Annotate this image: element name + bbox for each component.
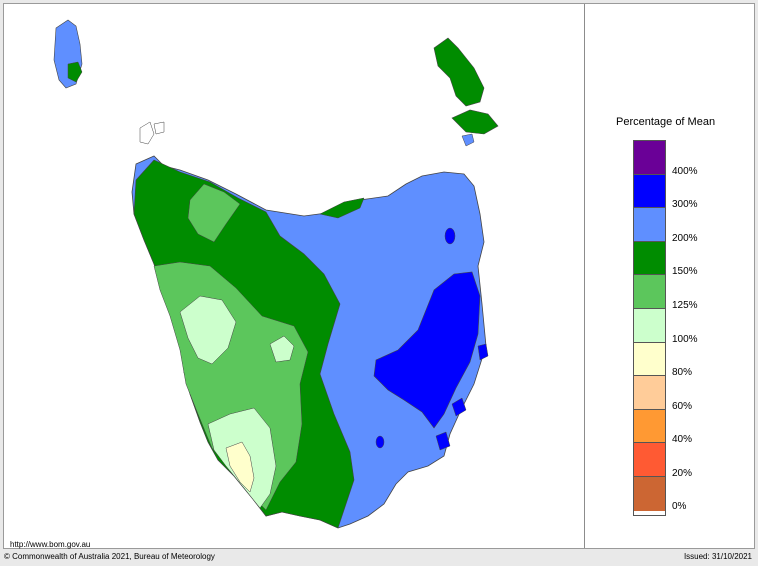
legend-label-300: 300% [672, 199, 698, 210]
legend-label-150: 150% [672, 266, 698, 277]
clarke-island [461, 133, 475, 147]
blue-300-islands [435, 343, 489, 451]
legend-swatch-7 [634, 342, 665, 377]
cape-barren-island [451, 109, 499, 135]
flinders-island [433, 37, 485, 107]
issued-date: Issued: 31/10/2021 [683, 552, 752, 561]
northeast-green-patch [319, 197, 365, 219]
legend-swatch-11 [634, 476, 665, 511]
green-100-zone-west [179, 295, 237, 365]
king-island-green [67, 61, 83, 83]
legend-color-bar [633, 140, 666, 516]
source-url: http://www.bom.gov.au [10, 540, 91, 549]
green-100-zone-inner [269, 335, 295, 363]
blue-300-zone-east [373, 271, 481, 429]
legend-swatch-1 [634, 141, 665, 175]
legend-swatch-6 [634, 308, 665, 343]
legend-swatch-5 [634, 275, 665, 309]
map-frame: Percentage of Mean 400% 300% 200% 150% 1… [3, 3, 755, 549]
map-panel [4, 4, 585, 548]
legend-label-400: 400% [672, 166, 698, 177]
tasmania-rainfall-map [53, 19, 499, 529]
legend-label-80: 80% [672, 367, 693, 378]
legend-label-100: 100% [672, 334, 698, 345]
legend-label-60: 60% [672, 401, 693, 412]
copyright-notice: © Commonwealth of Australia 2021, Bureau… [4, 552, 215, 561]
legend-label-20: 20% [672, 468, 693, 479]
legend-label-0: 0% [672, 501, 687, 512]
legend-title: Percentage of Mean [616, 116, 716, 128]
legend-label-200: 200% [672, 233, 698, 244]
green-125-zone-north [187, 183, 241, 243]
legend-swatch-9 [634, 409, 665, 444]
blue-300-spot-south [375, 435, 385, 449]
blue-300-spot-north [444, 227, 456, 245]
legend-swatch-10 [634, 443, 665, 477]
legend-swatch-2 [634, 174, 665, 209]
legend-label-125: 125% [672, 300, 698, 311]
legend-swatch-3 [634, 208, 665, 242]
legend-label-40: 40% [672, 434, 693, 445]
legend-swatch-8 [634, 376, 665, 410]
hunter-island-group [139, 121, 165, 145]
legend-swatch-4 [634, 241, 665, 276]
yellow-80-zone [225, 441, 255, 493]
